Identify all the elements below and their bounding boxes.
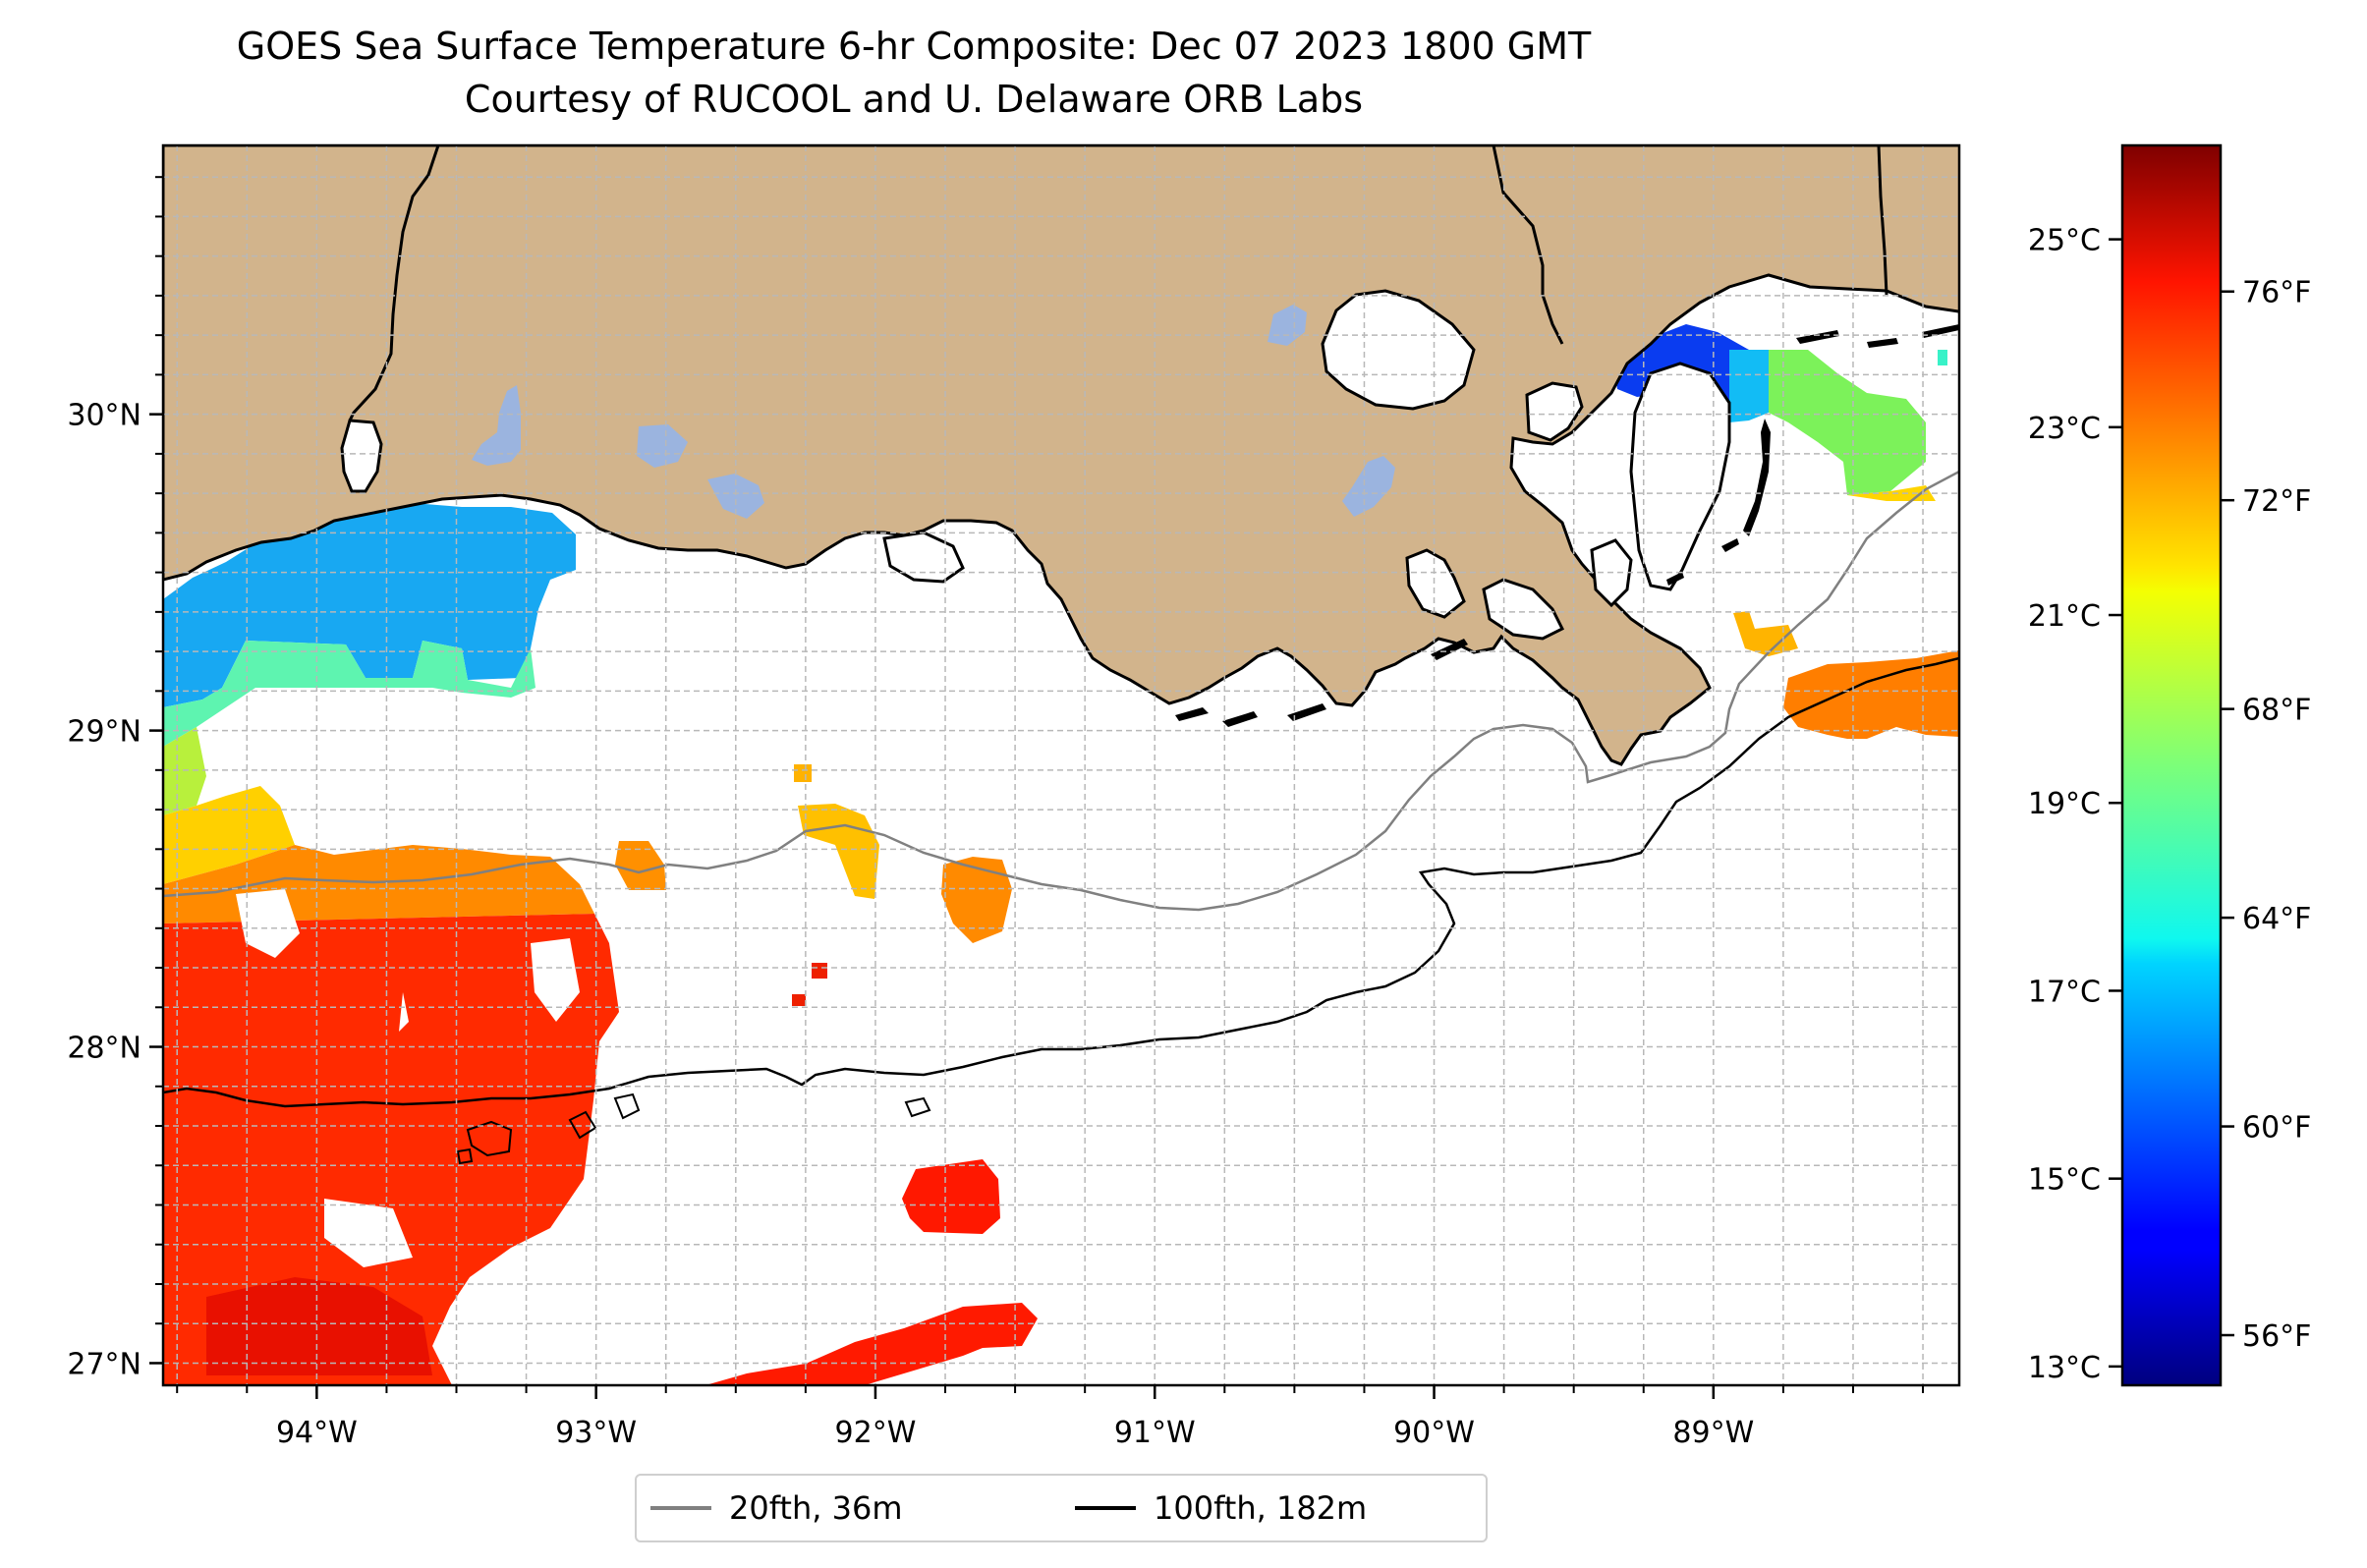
island-2 — [1222, 711, 1258, 727]
sst-patches — [163, 316, 1959, 1385]
celsius-tick-label: 23°C — [2028, 412, 2101, 446]
sst-patch-south-1 — [902, 1159, 1000, 1234]
lat-tick-label: 27°N — [67, 1347, 141, 1381]
sst-patch-southeast-yellow — [1733, 611, 1798, 656]
mississippi-alabama-border — [1877, 145, 1888, 296]
sst-patch-west-yellow — [163, 786, 295, 884]
sst-hole-1 — [236, 889, 300, 958]
barrier-islands — [1175, 324, 1959, 727]
lake-white — [707, 474, 764, 519]
legend-label-20fth: 20fth, 36m — [729, 1489, 903, 1527]
delta-water-3 — [1482, 578, 1565, 641]
map-panel — [163, 145, 1959, 1385]
lat-tick-label: 30°N — [67, 399, 141, 433]
contour-100fth-island-3 — [613, 1092, 641, 1120]
state-boundaries — [348, 145, 1888, 421]
island-4 — [1431, 639, 1468, 660]
fahrenheit-tick-label: 72°F — [2242, 484, 2311, 519]
island-6 — [1867, 338, 1898, 348]
contour-100fth-island-5 — [456, 1148, 474, 1165]
lon-tick-label: 90°W — [1393, 1416, 1475, 1450]
colorbar-celsius-ticks: 13°C 15°C 17°C 19°C 21°C 23°C 25°C — [2028, 224, 2122, 1385]
lake-salvador — [1342, 456, 1395, 517]
map-title: GOES Sea Surface Temperature 6-hr Compos… — [236, 25, 1592, 68]
map-subtitle: Courtesy of RUCOOL and U. Delaware ORB L… — [464, 78, 1364, 121]
sst-hole-2 — [531, 938, 580, 1022]
lon-tick-label: 93°W — [555, 1416, 637, 1450]
sst-patch-central-4 — [941, 857, 1012, 943]
lat-tick-label: 28°N — [67, 1032, 141, 1066]
sst-patch-southeast-orange — [1783, 650, 1959, 739]
fahrenheit-tick-label: 56°F — [2242, 1319, 2311, 1354]
fahrenheit-tick-label: 68°F — [2242, 694, 2311, 728]
sst-patch-west-hot — [206, 1277, 432, 1375]
celsius-tick-label: 21°C — [2028, 599, 2101, 634]
lat-tick-label: 29°N — [67, 715, 141, 750]
sst-patch-east-yellow — [1847, 485, 1936, 501]
celsius-tick-label: 17°C — [2028, 975, 2101, 1009]
chandeleur-1 — [1743, 419, 1771, 536]
chandeleur-3 — [1666, 572, 1684, 586]
lon-tick-label: 91°W — [1114, 1416, 1196, 1450]
sst-hole-3 — [324, 1199, 413, 1267]
celsius-tick-label: 25°C — [2028, 224, 2101, 258]
celsius-tick-label: 15°C — [2028, 1163, 2101, 1198]
delta-water-1 — [1525, 381, 1584, 442]
lon-tick-label: 92°W — [835, 1416, 917, 1450]
bathymetry — [163, 470, 1959, 1165]
celsius-tick-label: 13°C — [2028, 1351, 2101, 1385]
legend-item-100fth: 100fth, 182m — [1075, 1476, 1367, 1540]
island-7 — [1922, 324, 1959, 338]
lon-tick-label: 94°W — [276, 1416, 358, 1450]
sst-patch-west-green — [163, 727, 206, 815]
vermilion-bay — [882, 531, 965, 584]
lon-tick-label: 89°W — [1672, 1416, 1754, 1450]
sst-patch-east-cyan — [1729, 350, 1769, 422]
sst-patch-central-2 — [798, 804, 879, 899]
contour-100fth — [163, 656, 1959, 1108]
lake-grand — [637, 424, 688, 468]
sabine-lake — [340, 419, 383, 493]
longitude-ticks: 94°W 93°W 92°W 91°W 90°W 89°W — [176, 1385, 1925, 1450]
sst-patch-east-teal — [1938, 350, 1947, 365]
island-3 — [1287, 703, 1326, 721]
sst-hole-4 — [399, 992, 409, 1032]
legend-item-20fth: 20fth, 36m — [650, 1476, 902, 1540]
chandeleur-2 — [1721, 538, 1739, 552]
delta-water-2 — [1405, 548, 1466, 619]
gridlines — [163, 145, 1959, 1385]
legend-swatch-100fth — [1075, 1506, 1136, 1510]
map-frame — [161, 143, 1961, 1387]
legend-label-100fth: 100fth, 182m — [1154, 1489, 1368, 1527]
lake-calcasieu — [472, 385, 521, 466]
colorbar — [2120, 143, 2223, 1387]
island-5 — [1796, 330, 1839, 344]
sst-patch-west-warm — [163, 914, 619, 1385]
latitude-ticks: 30°N 29°N 28°N 27°N — [67, 176, 163, 1381]
sst-patch-west-cold — [163, 503, 576, 707]
sst-patch-central-5 — [812, 963, 827, 979]
fahrenheit-tick-label: 60°F — [2242, 1111, 2311, 1146]
fahrenheit-tick-label: 64°F — [2242, 902, 2311, 936]
sst-patch-central-1 — [615, 841, 666, 890]
fahrenheit-tick-label: 76°F — [2242, 276, 2311, 310]
island-1 — [1175, 707, 1209, 721]
sst-patch-central-6 — [792, 994, 806, 1006]
louisiana-mississippi-border — [1492, 145, 1564, 345]
contour-20fth — [163, 470, 1959, 912]
contour-100fth-island-4 — [904, 1096, 931, 1118]
sst-patch-central-3 — [794, 764, 812, 782]
lake-pontchartrain — [1321, 289, 1476, 411]
celsius-tick-label: 19°C — [2028, 787, 2101, 821]
contour-100fth-island-1 — [466, 1120, 513, 1157]
colorbar-fahrenheit-ticks: 56°F 60°F 64°F 68°F 72°F 76°F — [2221, 276, 2311, 1354]
sst-patch-west-cool — [163, 641, 535, 747]
land — [163, 145, 1959, 766]
legend: 20fth, 36m 100fth, 182m — [635, 1474, 1488, 1542]
texas-louisiana-border — [348, 145, 440, 421]
sst-patch-east-green — [1769, 350, 1926, 495]
legend-swatch-20fth — [650, 1506, 711, 1510]
delta-water-5 — [1629, 362, 1731, 591]
